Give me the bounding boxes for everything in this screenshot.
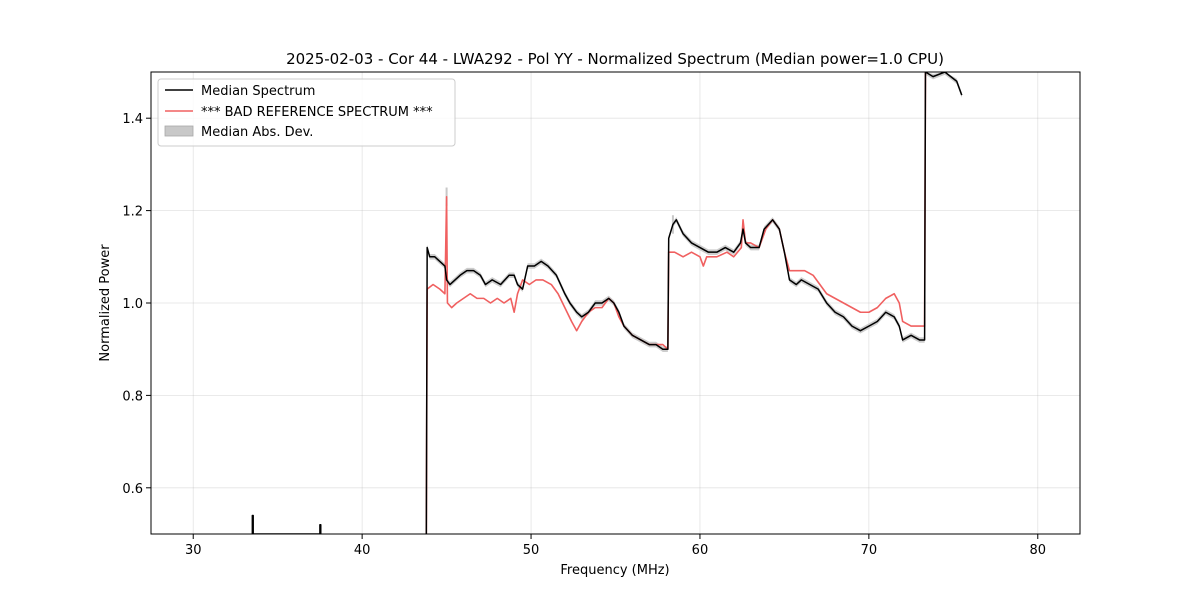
y-tick-label: 0.8 xyxy=(122,389,143,404)
legend: Median Spectrum *** BAD REFERENCE SPECTR… xyxy=(157,78,456,147)
series-lines xyxy=(251,72,963,534)
y-tick-label: 1.4 xyxy=(122,112,143,127)
bad-reference-line xyxy=(425,72,927,534)
x-axis: 30 40 50 60 70 80 xyxy=(185,534,1046,558)
y-tick-label: 0.6 xyxy=(122,482,143,497)
median-spike-line xyxy=(251,514,322,534)
legend-mad-swatch xyxy=(164,125,194,137)
median-spectrum-line xyxy=(425,72,963,534)
legend-median-label: Median Spectrum xyxy=(201,84,315,99)
x-tick-label: 50 xyxy=(523,543,540,558)
legend-box xyxy=(157,78,456,147)
chart-title: 2025-02-03 - Cor 44 - LWA292 - Pol YY - … xyxy=(286,50,944,68)
y-tick-label: 1.0 xyxy=(122,297,143,312)
x-tick-label: 30 xyxy=(185,543,202,558)
y-axis: 0.6 0.8 1.0 1.2 1.4 xyxy=(122,112,151,497)
x-tick-label: 40 xyxy=(354,543,371,558)
legend-bad-reference-label: *** BAD REFERENCE SPECTRUM *** xyxy=(201,105,433,120)
plot-area xyxy=(251,72,963,534)
legend-mad-label: Median Abs. Dev. xyxy=(201,125,313,140)
x-tick-label: 60 xyxy=(692,543,709,558)
x-tick-label: 70 xyxy=(861,543,878,558)
y-axis-label: Normalized Power xyxy=(98,244,113,362)
x-axis-label: Frequency (MHz) xyxy=(560,563,669,578)
x-tick-label: 80 xyxy=(1029,543,1046,558)
y-tick-label: 1.2 xyxy=(122,205,143,220)
